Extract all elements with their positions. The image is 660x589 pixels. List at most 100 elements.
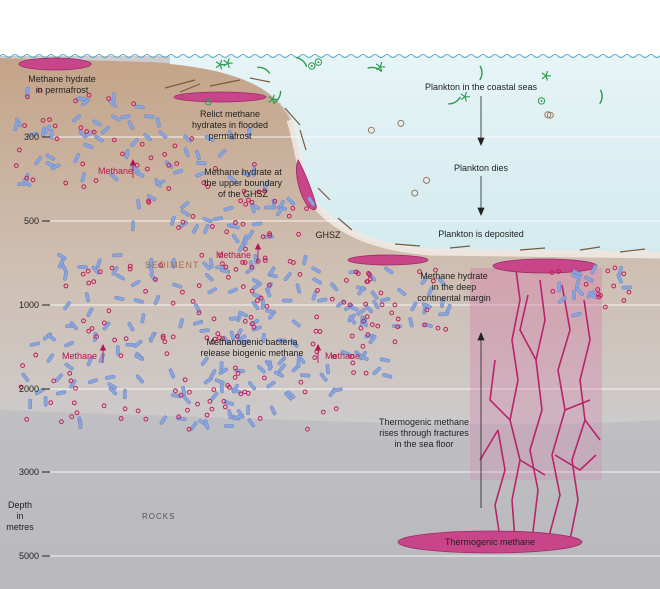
methane-bubble xyxy=(556,269,561,275)
process-arrows xyxy=(477,96,485,508)
hydrate-deposits xyxy=(18,57,598,554)
bacterium xyxy=(43,124,52,135)
plankton-nucleus xyxy=(540,99,543,102)
label-deep-margin-1: Methane hydrate xyxy=(420,271,488,281)
methane-bubble xyxy=(605,268,611,274)
bacterium xyxy=(202,217,213,223)
bacterium xyxy=(571,273,582,280)
sea xyxy=(170,56,660,252)
bacterium xyxy=(223,400,235,406)
methane-bubble xyxy=(22,123,28,128)
methane-bubble xyxy=(223,264,229,270)
methane-bubble xyxy=(68,378,74,384)
bacterium xyxy=(260,299,265,310)
methane-bubble xyxy=(59,419,64,425)
bacterium xyxy=(171,258,176,269)
methane-bubble xyxy=(221,398,227,404)
methane-bubble xyxy=(344,277,349,283)
bacterium xyxy=(246,404,251,416)
plankton-star xyxy=(460,91,470,102)
bacterium xyxy=(223,424,235,428)
methane-bubble xyxy=(73,98,78,104)
bacterium xyxy=(231,233,240,244)
bacterium xyxy=(86,307,94,318)
plankton-star xyxy=(375,61,386,72)
plankton-star xyxy=(268,94,278,105)
methane-bubble xyxy=(424,307,430,313)
methane-bubble xyxy=(272,198,278,204)
bacterium xyxy=(29,341,40,347)
methane-bubble xyxy=(596,294,602,300)
bacterium xyxy=(572,289,576,301)
bacterium xyxy=(130,220,135,232)
bacterium xyxy=(25,86,30,98)
methane-bubble xyxy=(248,314,254,320)
bacterium xyxy=(101,126,110,135)
methane-bubble xyxy=(298,379,304,385)
bacterium xyxy=(421,302,432,309)
methane-bubble xyxy=(225,383,231,388)
methane-bubble xyxy=(24,175,30,181)
methane-bubble xyxy=(220,336,225,342)
bacterium xyxy=(13,120,19,132)
methane-bubble xyxy=(112,337,117,343)
bacterium xyxy=(80,98,90,107)
methane-bubble xyxy=(139,141,145,147)
label-methane-4: Methane xyxy=(325,351,360,361)
depth-ticks xyxy=(42,136,50,557)
methane-bubble xyxy=(218,252,224,258)
bacterium xyxy=(282,298,293,303)
methane-bubble xyxy=(431,278,436,284)
bacterium xyxy=(262,180,270,191)
methane-bubble xyxy=(213,166,218,171)
plankton-nucleus xyxy=(317,61,320,64)
bacterium xyxy=(247,418,256,428)
label-ghsz: GHSZ xyxy=(315,230,341,240)
methane-bubble xyxy=(250,321,255,327)
methane-bubble xyxy=(78,125,84,131)
plankton-cell xyxy=(537,97,546,105)
bacterium xyxy=(332,387,343,393)
bacterium xyxy=(164,160,174,169)
bacterium xyxy=(278,363,286,373)
bacterium xyxy=(133,298,144,304)
methane-bubble xyxy=(89,326,95,331)
methane-bubble xyxy=(166,162,172,168)
plankton-cell xyxy=(308,62,316,70)
methane-bubble xyxy=(178,392,184,398)
label-methane-3: Methane xyxy=(62,351,97,361)
methane-bubble xyxy=(389,310,395,316)
methane-bubble xyxy=(160,333,166,339)
label-plankton-coastal: Plankton in the coastal seas xyxy=(425,82,538,92)
bacterium xyxy=(437,277,446,287)
methane-bubble xyxy=(24,416,30,422)
plankton-star xyxy=(541,70,551,81)
label-thermogenic-rises-1: Thermogenic methane xyxy=(379,417,469,427)
bacterium xyxy=(135,374,144,384)
methane-bubble xyxy=(602,304,608,310)
depth-label-3000: 3000 xyxy=(19,467,39,477)
bacterium xyxy=(227,130,235,141)
methane-bubble xyxy=(220,261,225,267)
bacterium xyxy=(275,206,284,217)
bacterium xyxy=(195,171,206,178)
label-plankton-dies: Plankton dies xyxy=(454,163,509,173)
bacterium xyxy=(246,127,252,139)
methane-bubble xyxy=(153,277,158,282)
methane-bubble xyxy=(286,213,292,219)
plankton-star xyxy=(223,58,233,69)
methane-bubble xyxy=(312,355,318,360)
bacterium xyxy=(364,304,374,314)
bacterium xyxy=(57,258,65,269)
methane-bubble xyxy=(395,316,401,322)
methane-bubble xyxy=(395,324,401,330)
methane-bubble xyxy=(240,221,246,227)
bacterium xyxy=(384,266,394,275)
bacterium xyxy=(49,129,54,140)
methane-bubble xyxy=(260,234,266,240)
methane-bubble xyxy=(240,260,245,265)
methane-bubble xyxy=(249,288,255,294)
methane-bubble xyxy=(176,225,182,231)
bacterium xyxy=(114,295,125,302)
methane-bubble xyxy=(199,252,205,258)
